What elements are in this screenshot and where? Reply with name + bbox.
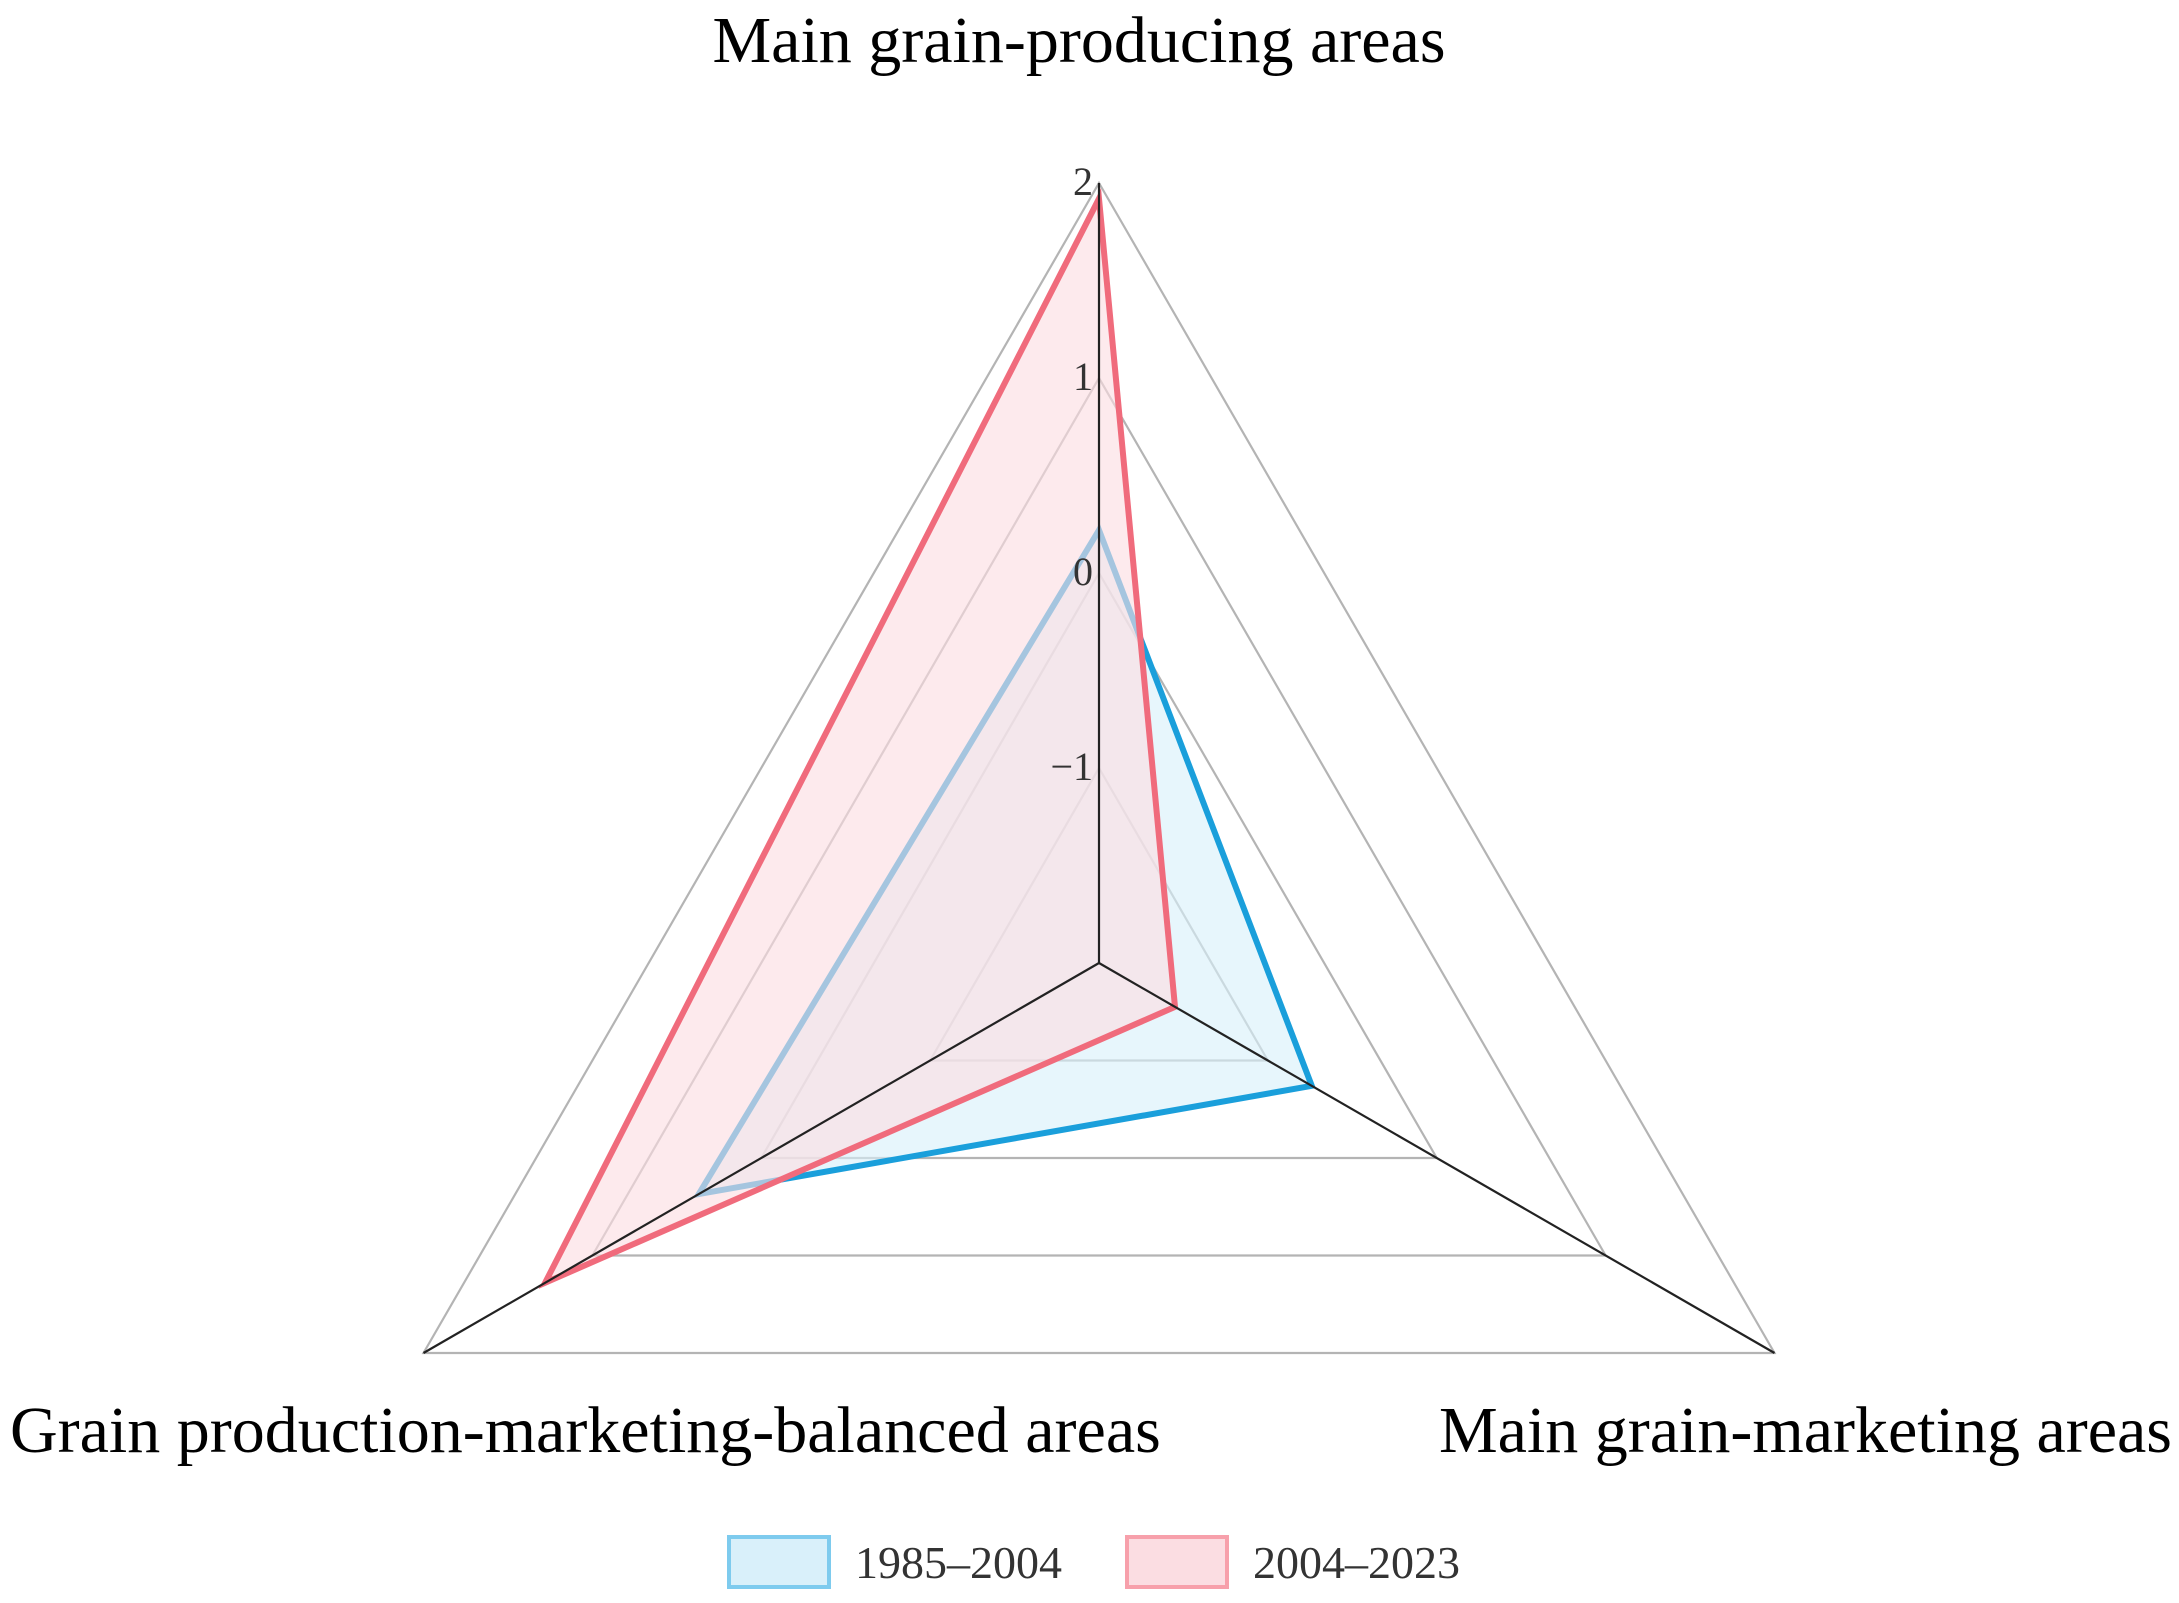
radial-tick-label: 0 <box>1073 549 1093 594</box>
grid-ring <box>421 180 1777 1355</box>
axis-title-main-grain-producing-areas: Main grain-producing areas <box>712 4 1445 77</box>
axis-spoke <box>422 962 1100 1354</box>
legend: 1985–2004 2004–2023 <box>727 1535 1460 1589</box>
legend-swatch-2004-2023 <box>1125 1535 1229 1589</box>
series-polygon-2004-2023 <box>538 188 1179 1289</box>
legend-swatch-1985-2004 <box>727 1535 831 1589</box>
radar-series <box>538 188 1316 1289</box>
axis-spoke <box>1098 962 1776 1354</box>
axis-title-main-grain-marketing-areas: Main grain-marketing areas <box>1439 1394 2172 1467</box>
radial-tick-label: 1 <box>1073 354 1093 399</box>
radial-tick-labels: 2 1 0 −1 <box>1050 159 1093 789</box>
legend-label-2004-2023: 2004–2023 <box>1253 1537 1460 1588</box>
radial-tick-label: 2 <box>1073 159 1093 204</box>
axis-title-grain-production-marketing-balanced-areas: Grain production-marketing-balanced area… <box>10 1394 1161 1467</box>
radar-axes <box>422 183 1776 1354</box>
radial-tick-label: −1 <box>1050 744 1093 789</box>
legend-label-1985-2004: 1985–2004 <box>855 1537 1062 1588</box>
